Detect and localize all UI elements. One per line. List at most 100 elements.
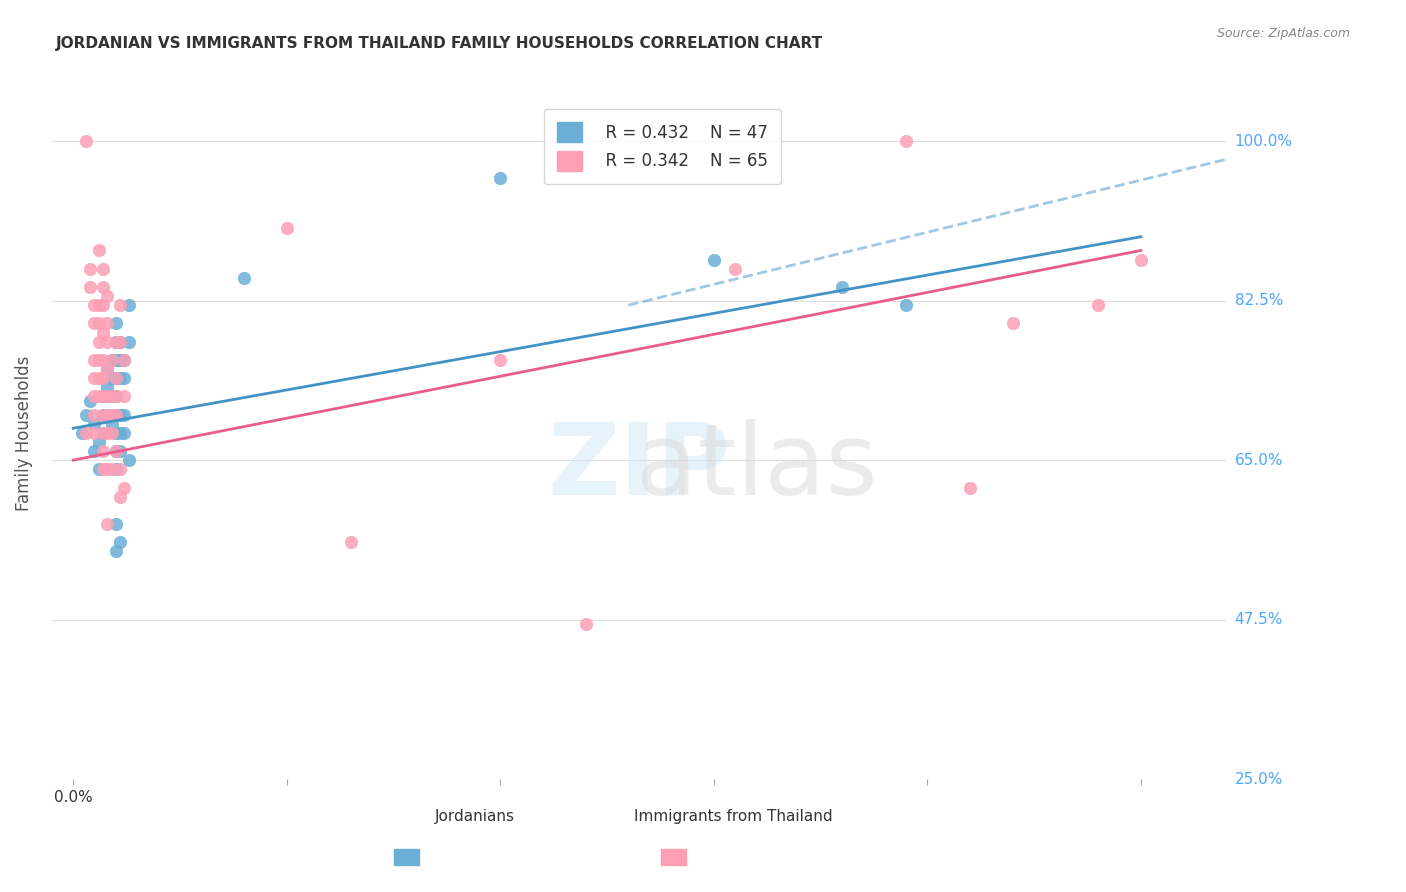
- Point: [83, 417, 105, 431]
- Point: [79, 280, 101, 294]
- Point: [75, 425, 97, 440]
- Point: [96, 389, 118, 403]
- Point: [108, 334, 131, 349]
- Text: 82.5%: 82.5%: [1234, 293, 1282, 308]
- Point: [91, 408, 114, 422]
- Point: [108, 462, 131, 476]
- Point: [91, 408, 114, 422]
- Text: Source: ZipAtlas.com: Source: ZipAtlas.com: [1216, 27, 1350, 40]
- Point: [91, 261, 114, 276]
- Point: [489, 170, 512, 185]
- Point: [96, 408, 118, 422]
- Point: [117, 298, 139, 312]
- Point: [83, 298, 105, 312]
- Point: [104, 389, 127, 403]
- Point: [112, 425, 135, 440]
- Point: [87, 298, 110, 312]
- Point: [108, 535, 131, 549]
- Point: [87, 371, 110, 385]
- Point: [100, 417, 122, 431]
- Point: [104, 444, 127, 458]
- Point: [83, 389, 105, 403]
- Point: [104, 544, 127, 558]
- Text: JORDANIAN VS IMMIGRANTS FROM THAILAND FAMILY HOUSEHOLDS CORRELATION CHART: JORDANIAN VS IMMIGRANTS FROM THAILAND FA…: [56, 36, 824, 51]
- Point: [104, 334, 127, 349]
- Point: [75, 408, 97, 422]
- Point: [100, 352, 122, 367]
- Point: [100, 462, 122, 476]
- Point: [104, 462, 127, 476]
- Point: [117, 453, 139, 467]
- Point: [1129, 252, 1152, 267]
- Point: [104, 334, 127, 349]
- Point: [91, 389, 114, 403]
- Point: [91, 425, 114, 440]
- Point: [96, 462, 118, 476]
- Point: [96, 362, 118, 376]
- Point: [87, 434, 110, 449]
- Point: [91, 280, 114, 294]
- Point: [894, 134, 917, 148]
- Y-axis label: Family Households: Family Households: [15, 355, 32, 510]
- Point: [91, 298, 114, 312]
- Point: [724, 261, 747, 276]
- Point: [1001, 317, 1024, 331]
- Point: [70, 425, 93, 440]
- Point: [108, 371, 131, 385]
- Point: [112, 481, 135, 495]
- Point: [117, 334, 139, 349]
- Point: [108, 334, 131, 349]
- Point: [104, 317, 127, 331]
- Point: [91, 462, 114, 476]
- Point: [100, 352, 122, 367]
- Point: [104, 371, 127, 385]
- Point: [87, 462, 110, 476]
- Point: [96, 516, 118, 531]
- Point: [489, 352, 512, 367]
- Point: [83, 352, 105, 367]
- Point: [831, 280, 853, 294]
- Point: [894, 298, 917, 312]
- Point: [96, 408, 118, 422]
- Point: [108, 425, 131, 440]
- Point: [1087, 298, 1109, 312]
- Point: [91, 425, 114, 440]
- Point: [112, 408, 135, 422]
- Point: [112, 352, 135, 367]
- Point: [108, 298, 131, 312]
- Point: [276, 220, 298, 235]
- Point: [112, 352, 135, 367]
- Point: [87, 317, 110, 331]
- Point: [100, 425, 122, 440]
- Point: [96, 362, 118, 376]
- Point: [87, 389, 110, 403]
- Point: [104, 444, 127, 458]
- Text: 47.5%: 47.5%: [1234, 612, 1282, 627]
- Point: [959, 481, 981, 495]
- Point: [100, 371, 122, 385]
- Point: [96, 317, 118, 331]
- Point: [79, 393, 101, 408]
- Point: [104, 408, 127, 422]
- Text: atlas: atlas: [636, 419, 877, 516]
- Point: [96, 289, 118, 303]
- Point: [104, 516, 127, 531]
- Point: [96, 334, 118, 349]
- Point: [91, 371, 114, 385]
- Point: [87, 352, 110, 367]
- Point: [96, 380, 118, 394]
- Text: ZIP: ZIP: [547, 419, 731, 516]
- Point: [104, 389, 127, 403]
- Point: [91, 352, 114, 367]
- Point: [100, 408, 122, 422]
- Point: [83, 425, 105, 440]
- Point: [575, 617, 598, 632]
- Text: 25.0%: 25.0%: [1234, 772, 1282, 787]
- Text: 65.0%: 65.0%: [1234, 452, 1284, 467]
- Point: [96, 425, 118, 440]
- Point: [79, 261, 101, 276]
- Point: [75, 134, 97, 148]
- Text: 100.0%: 100.0%: [1234, 134, 1292, 149]
- Point: [232, 270, 254, 285]
- Point: [112, 389, 135, 403]
